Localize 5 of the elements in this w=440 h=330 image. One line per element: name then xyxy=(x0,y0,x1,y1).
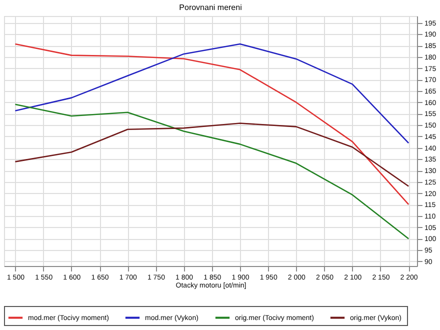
line-series xyxy=(14,43,410,144)
line-series xyxy=(14,43,410,206)
line-series xyxy=(14,122,410,187)
chart-title: Porovnani mereni xyxy=(179,3,242,12)
line-series xyxy=(14,104,410,240)
